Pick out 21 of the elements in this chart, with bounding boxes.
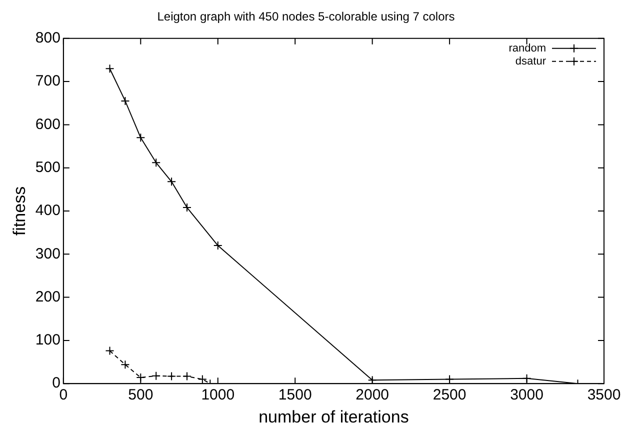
y-tick-label: 600 <box>35 116 60 133</box>
y-tick-label: 700 <box>35 72 60 90</box>
y-tick-label: 400 <box>35 202 60 220</box>
chart-title: Leigton graph with 450 nodes 5-colorable using 7 colors <box>157 10 455 24</box>
y-tick-label: 0 <box>52 374 60 392</box>
x-tick-label: 500 <box>128 386 154 404</box>
x-tick-label: 2000 <box>356 386 390 404</box>
x-tick-label: 3000 <box>510 386 544 404</box>
x-tick-label: 2500 <box>432 386 466 404</box>
y-tick-label: 200 <box>35 288 60 306</box>
y-tick-label: 800 <box>35 30 60 47</box>
legend-label: dsatur <box>515 55 546 68</box>
y-tick-label: 300 <box>35 245 60 262</box>
x-axis-title: number of iterations <box>258 407 409 426</box>
x-tick-label: 3500 <box>587 386 621 404</box>
y-axis-title: fitness <box>10 186 29 236</box>
x-tick-label: 1500 <box>278 386 312 404</box>
legend-label: random <box>508 42 546 54</box>
y-tick-label: 500 <box>35 158 60 176</box>
y-tick-label: 100 <box>35 332 60 349</box>
x-tick-label: 1000 <box>201 386 235 404</box>
